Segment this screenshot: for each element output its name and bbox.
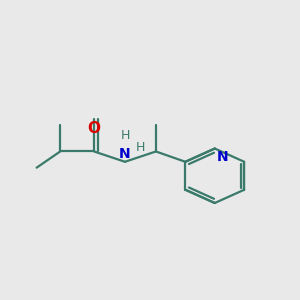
Text: H: H <box>120 129 130 142</box>
Text: N: N <box>216 150 228 164</box>
Text: H: H <box>136 141 146 154</box>
Text: N: N <box>119 147 131 161</box>
Text: O: O <box>88 121 100 136</box>
